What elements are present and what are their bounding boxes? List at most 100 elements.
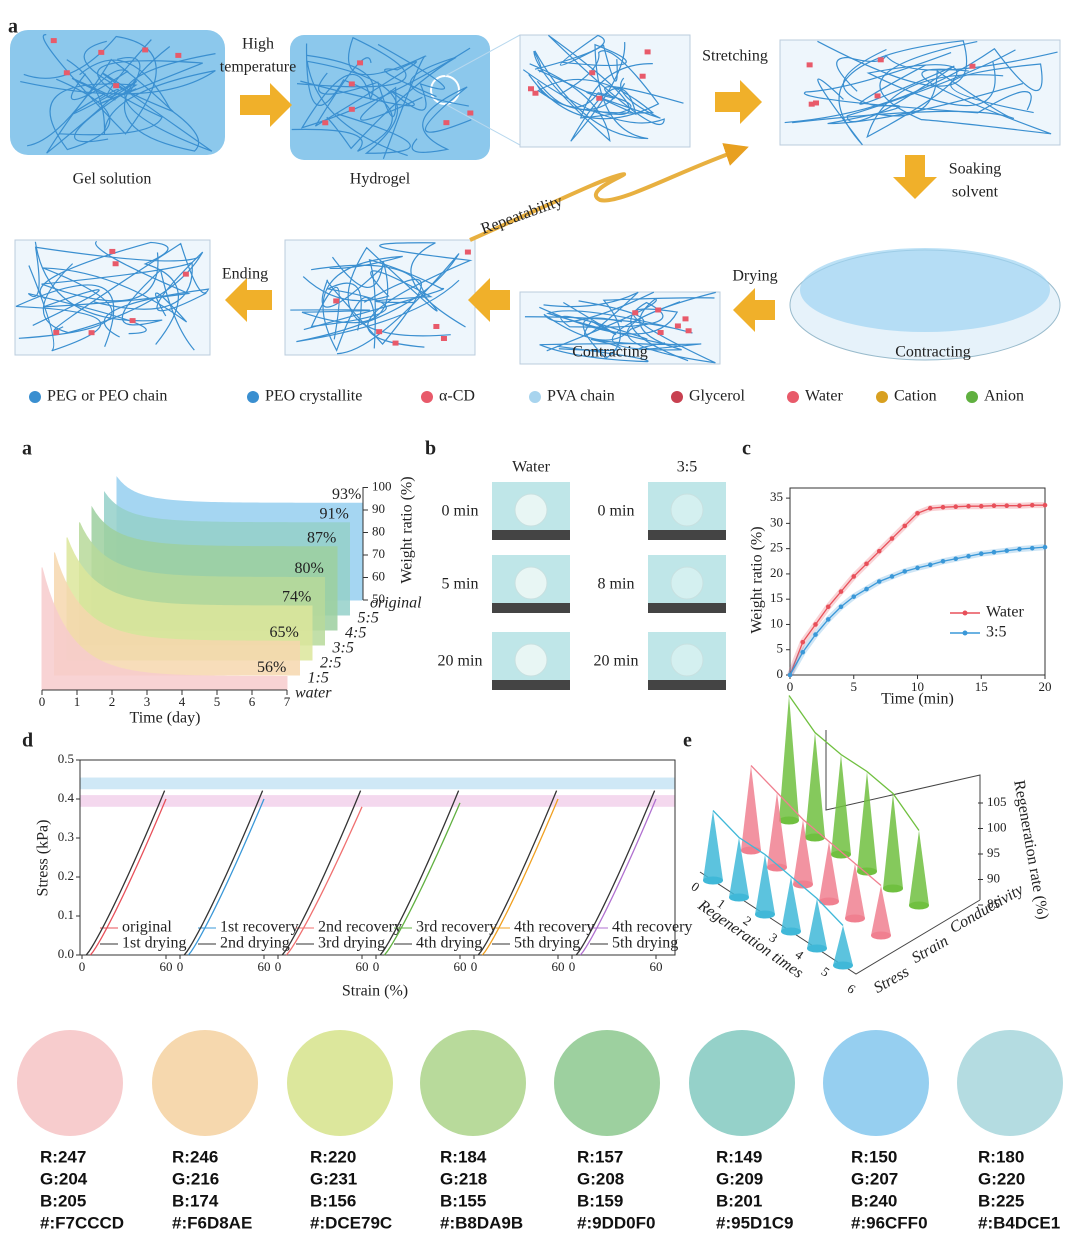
cyclodextrin xyxy=(632,310,639,316)
z-tick-label: 70 xyxy=(372,546,385,561)
panel-label: d xyxy=(22,730,33,752)
arrow-label: High xyxy=(242,36,274,53)
row-label: Strain xyxy=(909,933,951,967)
point xyxy=(1029,502,1035,508)
cyclodextrin xyxy=(532,90,539,96)
point xyxy=(902,569,908,574)
time-label: 8 min xyxy=(598,576,635,593)
gel-disc xyxy=(514,566,548,600)
arrow xyxy=(225,278,272,322)
x-tick-label: 60 xyxy=(356,959,369,974)
arrow-label: Repeatability xyxy=(479,193,565,238)
legend-label: 1st drying xyxy=(122,935,186,952)
point xyxy=(940,558,946,564)
point xyxy=(1029,545,1035,551)
cone-base xyxy=(845,914,865,923)
cyclodextrin xyxy=(674,323,681,329)
step-label: Hydrogel xyxy=(350,171,411,188)
time-label: 0 min xyxy=(442,503,479,520)
swatch xyxy=(689,1030,795,1136)
panel-label: a xyxy=(8,16,18,38)
cone xyxy=(793,819,813,885)
x-axis-label: Time (min) xyxy=(881,691,954,708)
cone-base xyxy=(807,944,827,953)
cyclodextrin xyxy=(874,93,881,99)
value-label: 56% xyxy=(257,659,286,676)
value-label: 65% xyxy=(270,624,299,641)
legend-label: 4th recovery xyxy=(514,919,594,936)
point xyxy=(825,617,831,622)
legend-icon xyxy=(529,391,541,403)
gel-disc xyxy=(670,566,704,600)
arrow-label: temperature xyxy=(220,59,296,76)
point xyxy=(876,579,882,584)
cyclodextrin xyxy=(655,307,662,313)
point xyxy=(825,604,831,610)
point xyxy=(876,548,882,554)
legend-label: 3rd recovery xyxy=(416,919,497,936)
legend-label: α-CD xyxy=(439,388,475,405)
arrow-label: Drying xyxy=(732,268,777,285)
swatch-text: G:207 xyxy=(851,1169,898,1188)
x-tick-label: 0 xyxy=(569,959,576,974)
x-tick-label: 3 xyxy=(144,694,151,709)
cone xyxy=(703,810,723,881)
cyclodextrin xyxy=(808,101,815,107)
cone xyxy=(845,863,865,919)
panel-label: b xyxy=(425,438,436,460)
chain xyxy=(879,40,1052,135)
cone-base xyxy=(755,910,775,919)
column-label: 3:5 xyxy=(677,459,697,476)
arrow xyxy=(715,80,762,124)
x-tick-label: 60 xyxy=(454,959,467,974)
ruler xyxy=(492,680,570,690)
chain xyxy=(534,34,618,82)
legend-icon xyxy=(966,391,978,403)
z-tick-label: 90 xyxy=(372,501,385,516)
swatch-text: R:184 xyxy=(440,1147,487,1166)
value-label: 91% xyxy=(320,505,349,522)
y-tick-label: 10 xyxy=(770,615,783,630)
swatch-text: G:204 xyxy=(40,1169,88,1188)
stress-curve xyxy=(481,798,559,956)
chain xyxy=(322,255,403,352)
cone xyxy=(857,771,877,872)
legend-icon xyxy=(29,391,41,403)
arrow xyxy=(240,83,292,127)
point xyxy=(851,574,857,579)
chain xyxy=(539,291,716,364)
cone-base xyxy=(833,961,853,970)
swatch-text: #:96CFF0 xyxy=(851,1213,928,1232)
z-tick-label: 50 xyxy=(372,591,385,606)
z-tick-label: 100 xyxy=(987,819,1007,834)
legend-icon xyxy=(787,391,799,403)
x-tick-label: 15 xyxy=(975,679,988,694)
plot-frame xyxy=(79,759,676,956)
cyclodextrin xyxy=(357,60,364,66)
ruler xyxy=(648,680,726,690)
point xyxy=(1042,544,1048,550)
swatch xyxy=(554,1030,660,1136)
legend-marker xyxy=(962,630,968,636)
cyclodextrin xyxy=(98,49,105,55)
legend-icon xyxy=(247,391,259,403)
y-axis-label: Weight ratio (%) xyxy=(749,526,766,633)
layer-label: 4:5 xyxy=(345,625,366,642)
x-tick-label: 20 xyxy=(1039,679,1052,694)
swatch-text: R:220 xyxy=(310,1147,356,1166)
legend-marker xyxy=(962,610,968,616)
swatch-text: G:220 xyxy=(978,1169,1025,1188)
x-tick-label: 4 xyxy=(179,694,186,709)
band-pink xyxy=(80,795,675,807)
z-tick-label: 90 xyxy=(987,870,1000,885)
cyclodextrin xyxy=(589,70,596,76)
swatch-text: B:201 xyxy=(716,1191,762,1210)
x-tick-label: 5 xyxy=(214,694,221,709)
cone-base xyxy=(819,897,839,906)
cyclodextrin xyxy=(813,100,820,106)
legend-label: 5th drying xyxy=(514,935,580,952)
cone-base xyxy=(729,893,749,902)
z-tick-label: 60 xyxy=(372,568,385,583)
stress-curve xyxy=(183,790,264,956)
x-axis-label: Time (day) xyxy=(130,710,201,727)
